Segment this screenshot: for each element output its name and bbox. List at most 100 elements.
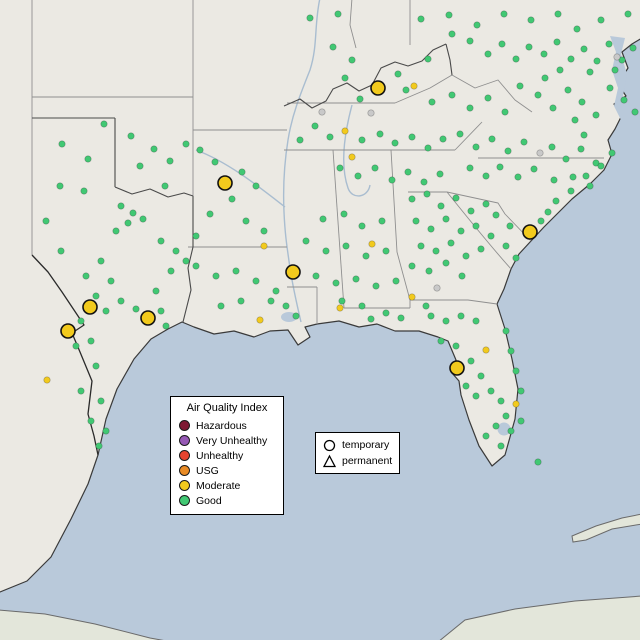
station-marker-good[interactable] xyxy=(517,417,525,425)
station-marker-good[interactable] xyxy=(467,357,475,365)
station-marker-good[interactable] xyxy=(150,145,158,153)
station-marker-good[interactable] xyxy=(132,305,140,313)
station-marker-good[interactable] xyxy=(442,259,450,267)
station-marker-good[interactable] xyxy=(567,187,575,195)
station-marker-good[interactable] xyxy=(466,37,474,45)
station-marker-good[interactable] xyxy=(437,337,445,345)
station-marker-good[interactable] xyxy=(457,312,465,320)
station-marker-good[interactable] xyxy=(436,170,444,178)
station-marker-good[interactable] xyxy=(332,279,340,287)
station-marker-good[interactable] xyxy=(77,387,85,395)
station-marker-good[interactable] xyxy=(296,136,304,144)
station-marker-good[interactable] xyxy=(424,55,432,63)
station-marker-good[interactable] xyxy=(82,272,90,280)
station-marker-good[interactable] xyxy=(306,14,314,22)
station-marker-good[interactable] xyxy=(358,136,366,144)
station-marker-good[interactable] xyxy=(354,172,362,180)
station-marker-good[interactable] xyxy=(497,397,505,405)
station-marker-good[interactable] xyxy=(569,173,577,181)
station-marker-good[interactable] xyxy=(472,143,480,151)
station-marker-good[interactable] xyxy=(501,108,509,116)
station-marker-good[interactable] xyxy=(442,215,450,223)
station-marker-good[interactable] xyxy=(530,165,538,173)
station-marker-good[interactable] xyxy=(402,86,410,94)
station-marker-good[interactable] xyxy=(502,327,510,335)
station-marker-good[interactable] xyxy=(129,209,137,217)
station-marker-moderate[interactable] xyxy=(348,153,356,161)
station-marker-good[interactable] xyxy=(631,108,639,116)
station-marker-moderate[interactable] xyxy=(285,264,301,280)
station-marker-moderate[interactable] xyxy=(341,127,349,135)
station-marker-good[interactable] xyxy=(537,217,545,225)
station-marker-good[interactable] xyxy=(391,139,399,147)
station-marker-good[interactable] xyxy=(550,176,558,184)
station-marker-good[interactable] xyxy=(458,272,466,280)
station-marker-good[interactable] xyxy=(448,30,456,38)
station-marker-good[interactable] xyxy=(428,98,436,106)
station-marker-no_data[interactable] xyxy=(433,284,441,292)
station-marker-good[interactable] xyxy=(117,202,125,210)
station-marker-good[interactable] xyxy=(452,194,460,202)
station-marker-good[interactable] xyxy=(340,210,348,218)
station-marker-good[interactable] xyxy=(72,342,80,350)
station-marker-good[interactable] xyxy=(482,172,490,180)
station-marker-good[interactable] xyxy=(157,237,165,245)
station-marker-good[interactable] xyxy=(260,227,268,235)
station-marker-good[interactable] xyxy=(172,247,180,255)
station-marker-good[interactable] xyxy=(182,257,190,265)
station-marker-good[interactable] xyxy=(520,138,528,146)
station-marker-good[interactable] xyxy=(206,210,214,218)
station-marker-good[interactable] xyxy=(427,312,435,320)
station-marker-good[interactable] xyxy=(311,122,319,130)
station-marker-good[interactable] xyxy=(166,157,174,165)
station-marker-good[interactable] xyxy=(422,302,430,310)
station-marker-good[interactable] xyxy=(540,50,548,58)
station-marker-moderate[interactable] xyxy=(522,224,538,240)
station-marker-good[interactable] xyxy=(487,232,495,240)
station-marker-good[interactable] xyxy=(472,317,480,325)
station-marker-good[interactable] xyxy=(484,50,492,58)
station-marker-good[interactable] xyxy=(356,95,364,103)
station-marker-good[interactable] xyxy=(136,162,144,170)
station-marker-good[interactable] xyxy=(423,190,431,198)
station-marker-good[interactable] xyxy=(162,322,170,330)
station-marker-moderate[interactable] xyxy=(368,240,376,248)
station-marker-good[interactable] xyxy=(580,131,588,139)
station-marker-good[interactable] xyxy=(516,82,524,90)
station-marker-good[interactable] xyxy=(95,442,103,450)
station-marker-good[interactable] xyxy=(534,458,542,466)
station-marker-good[interactable] xyxy=(272,287,280,295)
station-marker-good[interactable] xyxy=(466,104,474,112)
station-marker-good[interactable] xyxy=(514,173,522,181)
station-marker-good[interactable] xyxy=(448,91,456,99)
station-marker-good[interactable] xyxy=(302,237,310,245)
station-marker-good[interactable] xyxy=(192,262,200,270)
station-marker-good[interactable] xyxy=(606,84,614,92)
station-marker-good[interactable] xyxy=(56,182,64,190)
station-marker-good[interactable] xyxy=(424,144,432,152)
station-marker-good[interactable] xyxy=(457,227,465,235)
station-marker-moderate[interactable] xyxy=(43,376,51,384)
station-marker-good[interactable] xyxy=(112,227,120,235)
station-marker-good[interactable] xyxy=(549,104,557,112)
station-marker-moderate[interactable] xyxy=(82,299,98,315)
station-marker-good[interactable] xyxy=(472,392,480,400)
station-marker-good[interactable] xyxy=(371,164,379,172)
station-marker-good[interactable] xyxy=(124,219,132,227)
station-marker-good[interactable] xyxy=(348,56,356,64)
station-marker-good[interactable] xyxy=(342,242,350,250)
station-marker-good[interactable] xyxy=(512,55,520,63)
station-marker-good[interactable] xyxy=(322,247,330,255)
station-marker-good[interactable] xyxy=(504,147,512,155)
station-marker-good[interactable] xyxy=(182,140,190,148)
station-marker-good[interactable] xyxy=(352,275,360,283)
station-marker-good[interactable] xyxy=(292,312,300,320)
station-marker-moderate[interactable] xyxy=(217,175,233,191)
station-marker-good[interactable] xyxy=(87,337,95,345)
station-marker-no_data[interactable] xyxy=(536,149,544,157)
station-marker-good[interactable] xyxy=(442,317,450,325)
station-marker-good[interactable] xyxy=(97,397,105,405)
station-marker-good[interactable] xyxy=(228,195,236,203)
station-marker-good[interactable] xyxy=(462,382,470,390)
station-marker-good[interactable] xyxy=(592,111,600,119)
